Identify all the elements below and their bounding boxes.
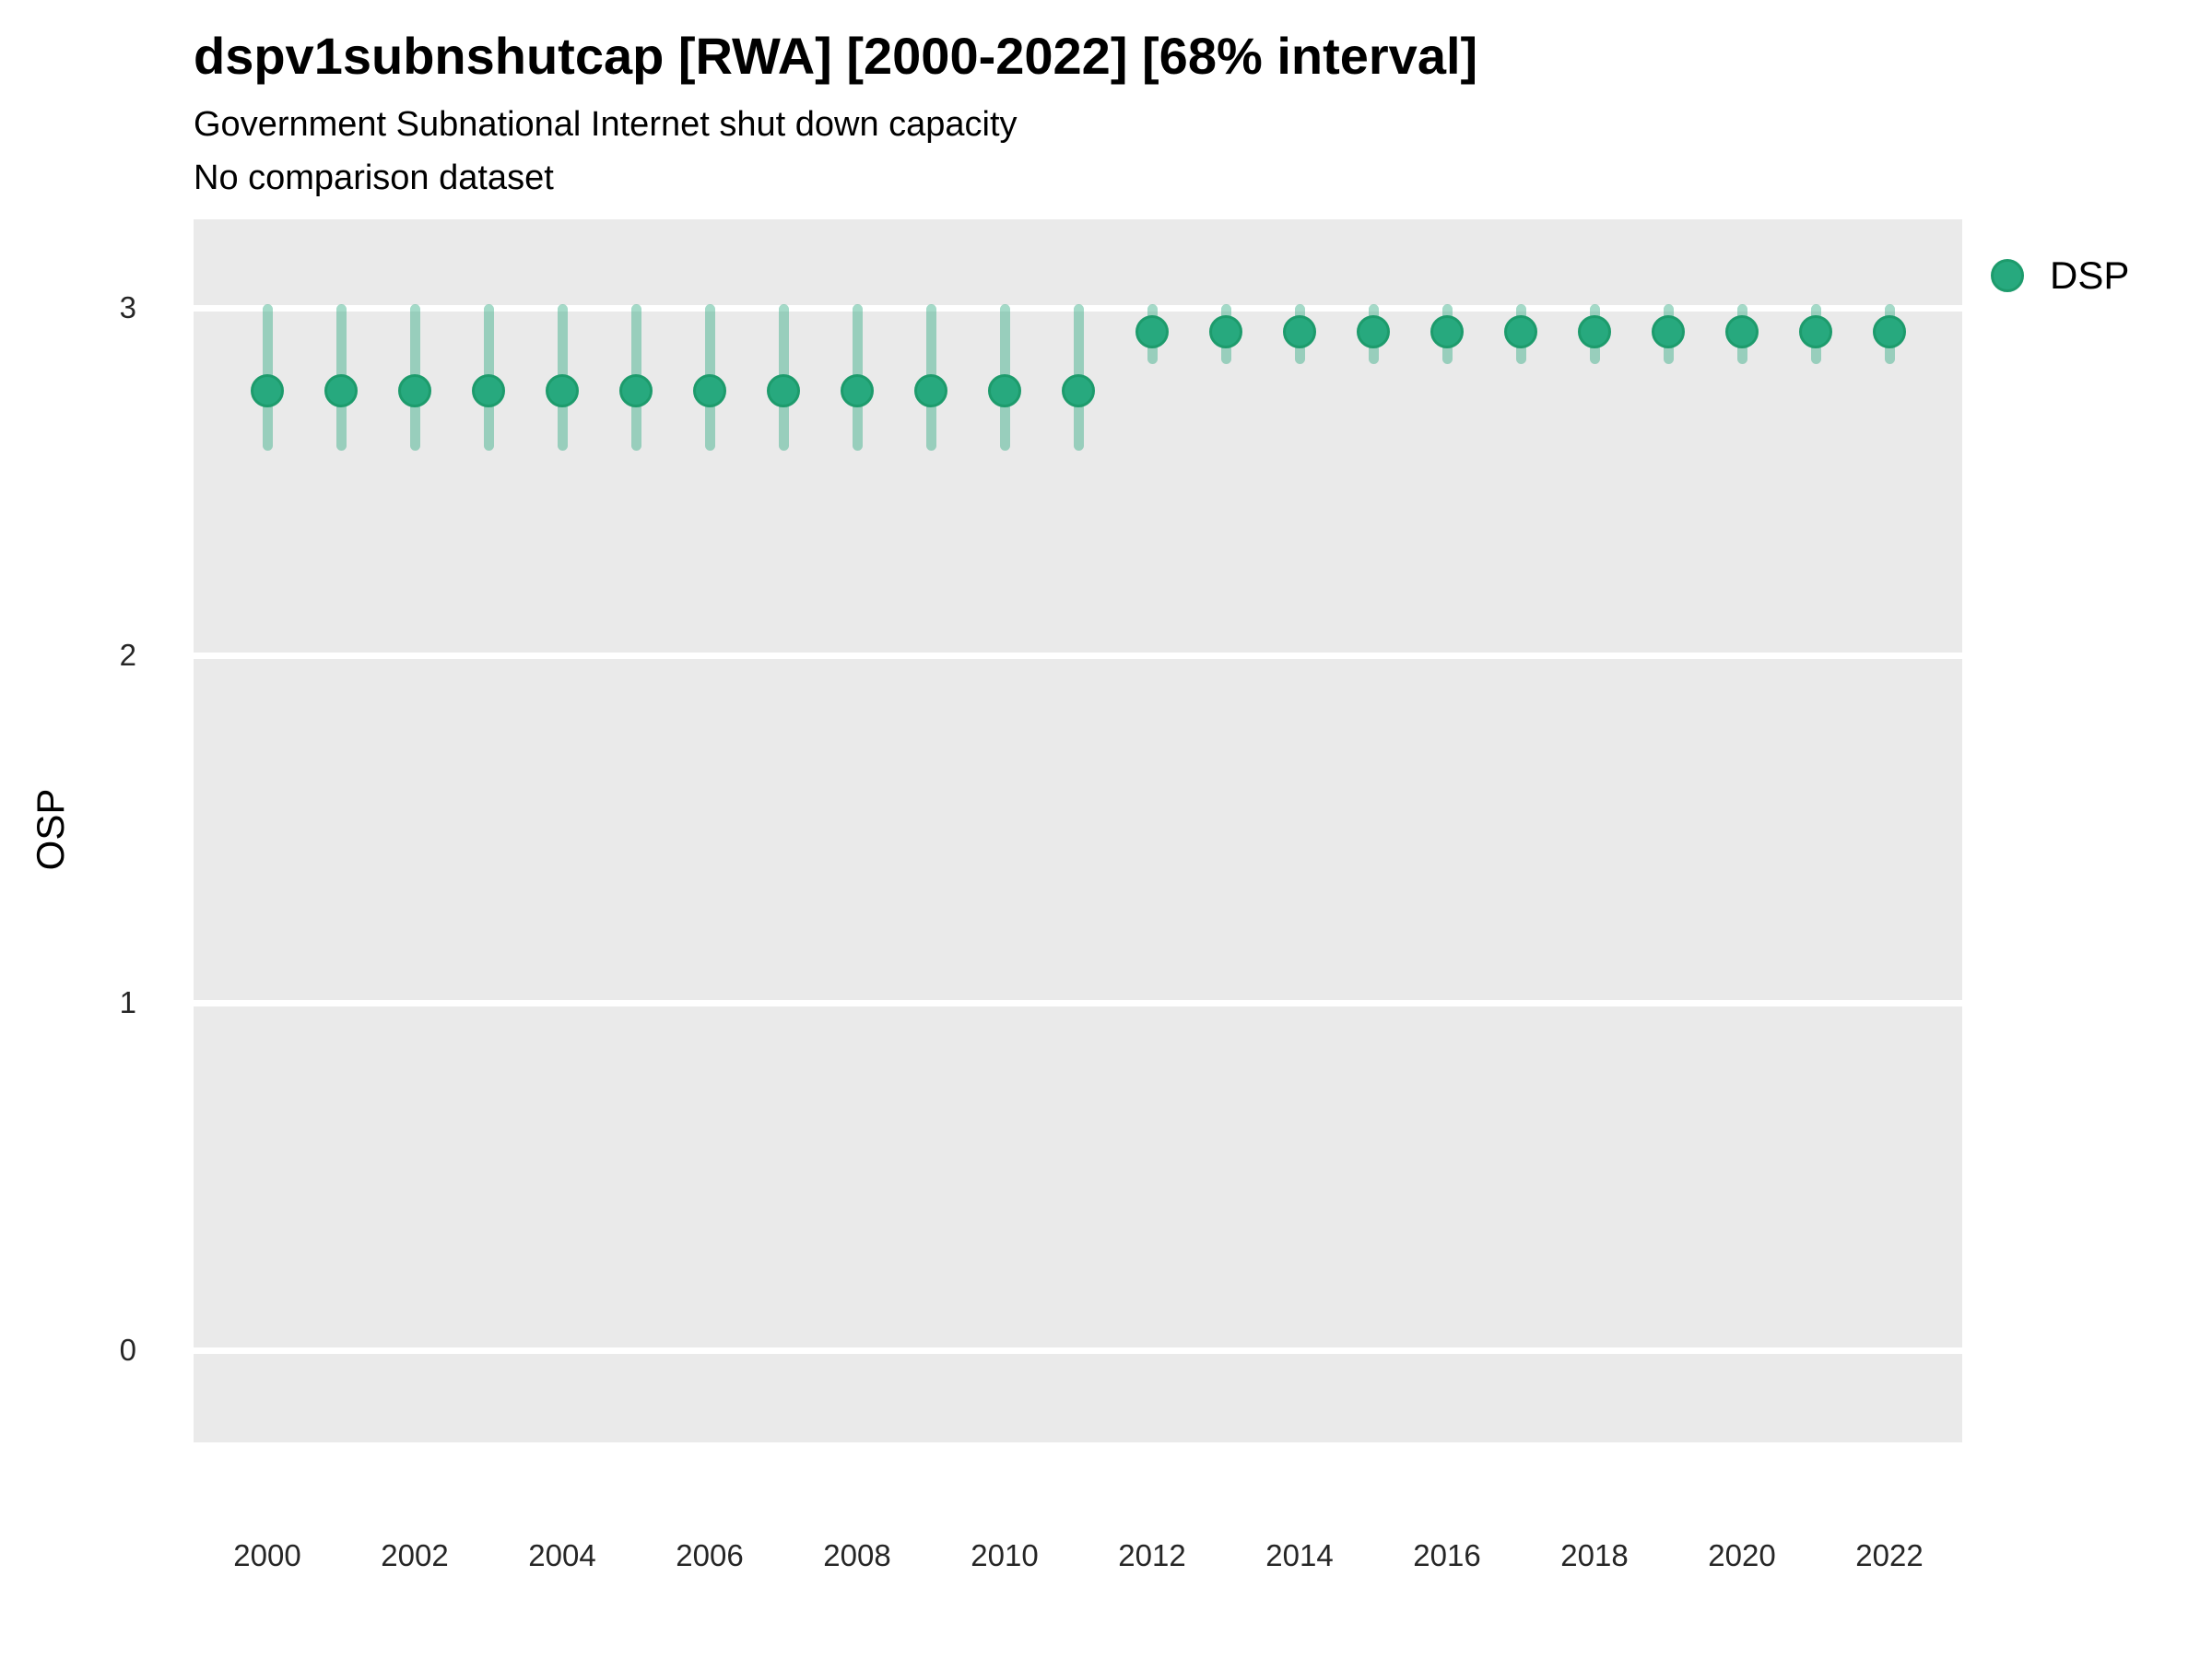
x-tick-label: 2002 (381, 1538, 449, 1572)
chart-subtitle: Government Subnational Internet shut dow… (194, 105, 1018, 144)
x-tick-label: 2020 (1708, 1538, 1776, 1572)
data-point (251, 374, 284, 408)
gridline-y-3 (194, 305, 1962, 312)
x-tick-label: 2004 (528, 1538, 596, 1572)
x-tick-label: 2012 (1118, 1538, 1186, 1572)
plot-panel (194, 219, 1962, 1442)
data-point (472, 374, 505, 408)
comparison-note: No comparison dataset (194, 159, 554, 197)
y-tick-label: 2 (119, 638, 136, 672)
data-point (398, 374, 431, 408)
x-tick-label: 2016 (1413, 1538, 1481, 1572)
data-point (1283, 315, 1316, 349)
data-point (1652, 315, 1685, 349)
data-point (1430, 315, 1464, 349)
x-tick-label: 2014 (1265, 1538, 1334, 1572)
data-point (1135, 315, 1169, 349)
data-point (1799, 315, 1832, 349)
data-point (841, 374, 874, 408)
data-point (914, 374, 947, 408)
y-tick-label: 1 (119, 985, 136, 1019)
data-point (767, 374, 800, 408)
legend: DSP (1991, 253, 2129, 298)
x-tick-label: 2000 (233, 1538, 301, 1572)
data-point (1725, 315, 1759, 349)
x-tick-label: 2018 (1560, 1538, 1629, 1572)
data-point (1504, 315, 1537, 349)
data-point (1062, 374, 1095, 408)
gridline-y-0 (194, 1347, 1962, 1354)
x-tick-label: 2008 (823, 1538, 891, 1572)
data-point (988, 374, 1021, 408)
data-point (619, 374, 653, 408)
y-tick-label: 3 (119, 290, 136, 324)
x-tick-label: 2006 (676, 1538, 744, 1572)
data-point (1578, 315, 1611, 349)
data-point (693, 374, 726, 408)
data-point (1357, 315, 1390, 349)
gridline-y-2 (194, 653, 1962, 659)
chart-title: dspv1subnshutcap [RWA] [2000-2022] [68% … (194, 27, 1478, 85)
data-point (1873, 315, 1906, 349)
data-point (546, 374, 579, 408)
data-point (324, 374, 358, 408)
x-tick-label: 2010 (971, 1538, 1039, 1572)
legend-point-icon (1991, 259, 2024, 292)
legend-label: DSP (2050, 253, 2130, 297)
gridline-y-1 (194, 1000, 1962, 1006)
data-point (1209, 315, 1242, 349)
y-tick-label: 0 (119, 1333, 136, 1367)
x-tick-label: 2022 (1855, 1538, 1924, 1572)
